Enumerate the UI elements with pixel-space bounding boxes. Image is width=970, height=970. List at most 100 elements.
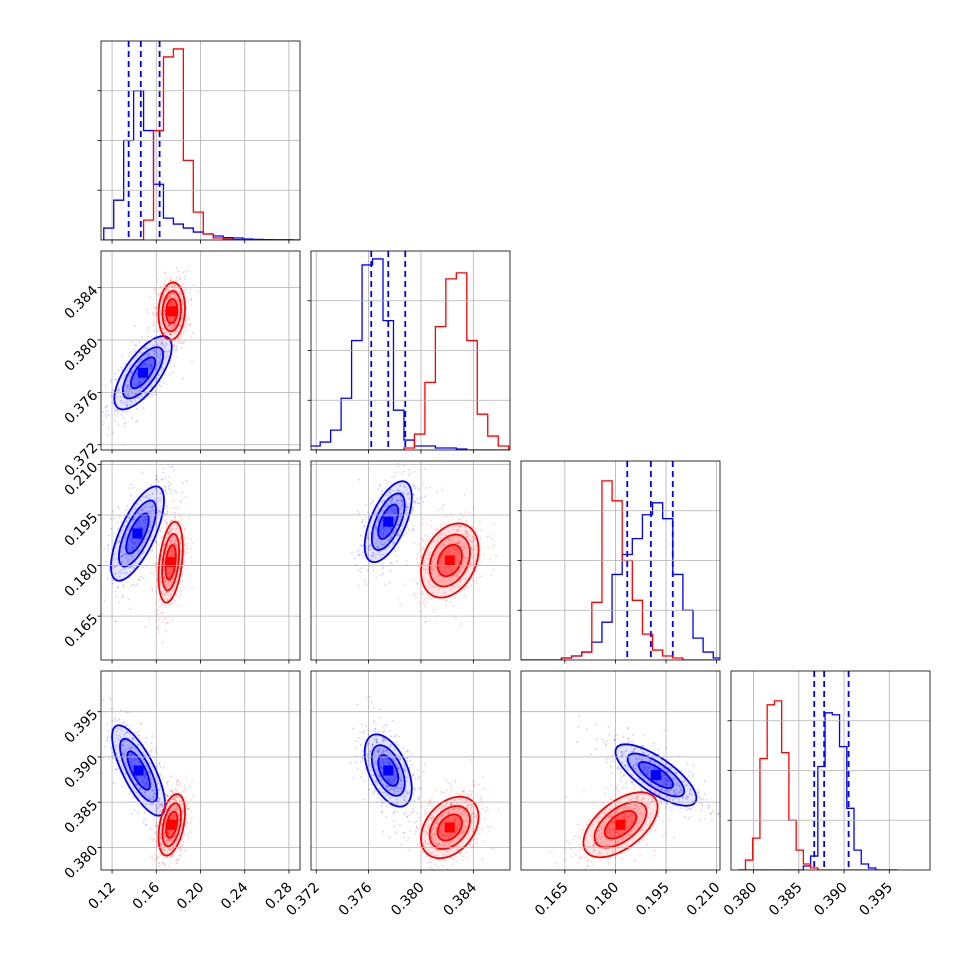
scatter-point <box>368 544 371 547</box>
scatter-point <box>172 797 174 800</box>
scatter-point <box>168 790 171 792</box>
scatter-point <box>155 751 158 754</box>
scatter-point <box>159 831 162 834</box>
scatter-point <box>158 807 160 809</box>
scatter-point <box>191 331 194 334</box>
scatter-point <box>399 758 402 760</box>
scatter-point <box>404 485 406 488</box>
scatter-point <box>129 364 132 367</box>
scatter-point <box>163 577 166 580</box>
scatter-point <box>183 528 185 530</box>
scatter-point <box>462 515 465 518</box>
scatter-point <box>155 377 158 380</box>
scatter-point <box>168 324 171 327</box>
scatter-point <box>188 317 191 320</box>
scatter-point <box>440 554 443 557</box>
scatter-point <box>467 807 469 810</box>
scatter-point <box>376 751 379 753</box>
scatter-point <box>126 369 129 372</box>
scatter-point <box>379 515 382 518</box>
scatter-point <box>120 759 122 762</box>
scatter-point <box>462 858 465 861</box>
scatter-point <box>114 409 117 411</box>
scatter-point <box>135 539 138 542</box>
scatter-point <box>151 586 154 589</box>
scatter-point <box>167 317 170 319</box>
scatter-point <box>392 802 395 805</box>
scatter-point <box>130 566 133 569</box>
scatter-point <box>377 546 379 549</box>
scatter-point <box>161 861 164 864</box>
scatter-point <box>360 761 362 763</box>
scatter-point <box>168 324 171 327</box>
scatter-point <box>376 545 379 548</box>
scatter-point <box>383 499 386 502</box>
scatter-point <box>182 586 185 589</box>
scatter-point <box>465 596 468 599</box>
scatter-point <box>169 848 172 851</box>
scatter-point <box>149 797 152 800</box>
scatter-point <box>126 736 129 739</box>
scatter-point <box>178 324 181 327</box>
scatter-point <box>372 551 375 554</box>
scatter-point <box>173 584 176 587</box>
scatter-point <box>175 782 178 784</box>
scatter-point <box>127 550 130 553</box>
scatter-point <box>379 550 381 553</box>
scatter-point <box>175 839 178 842</box>
scatter-point <box>133 759 136 761</box>
scatter-point <box>141 780 144 783</box>
scatter-point <box>422 567 425 570</box>
scatter-point <box>458 838 460 840</box>
scatter-point <box>140 791 143 794</box>
scatter-point <box>417 769 420 772</box>
scatter-point <box>487 546 490 549</box>
scatter-point <box>189 323 192 325</box>
scatter-point <box>361 521 364 524</box>
scatter-point <box>141 552 144 555</box>
scatter-point <box>173 804 176 806</box>
scatter-point <box>135 792 138 794</box>
scatter-point <box>442 791 445 794</box>
scatter-point <box>396 499 399 502</box>
scatter-point <box>178 596 181 598</box>
scatter-point <box>179 341 182 343</box>
scatter-point <box>403 831 406 834</box>
scatter-point <box>422 602 425 605</box>
scatter-point <box>170 519 173 522</box>
scatter-point <box>106 410 109 412</box>
scatter-point <box>435 854 438 857</box>
scatter-point <box>393 780 396 783</box>
scatter-point <box>162 612 165 615</box>
scatter-point <box>161 848 164 850</box>
scatter-point <box>175 322 177 325</box>
scatter-point <box>162 621 164 624</box>
scatter-point <box>393 512 395 515</box>
scatter-point <box>114 717 117 720</box>
scatter-point <box>146 384 148 386</box>
scatter-point <box>359 543 362 546</box>
scatter-point <box>461 566 464 569</box>
scatter-point <box>450 570 452 573</box>
scatter-point <box>171 839 174 842</box>
scatter-point <box>360 567 363 570</box>
scatter-point <box>456 559 459 561</box>
scatter-point <box>459 570 461 573</box>
scatter-point <box>163 312 166 315</box>
scatter-point <box>121 402 124 405</box>
scatter-point <box>159 354 162 357</box>
scatter-point <box>383 738 386 741</box>
scatter-point <box>382 731 385 734</box>
scatter-point <box>117 759 120 762</box>
scatter-point <box>462 810 465 813</box>
scatter-point <box>367 518 370 521</box>
scatter-point <box>389 797 392 799</box>
scatter-point <box>167 532 170 535</box>
scatter-point <box>153 510 156 512</box>
scatter-point <box>179 324 182 327</box>
scatter-point <box>357 569 360 572</box>
scatter-point <box>126 383 129 386</box>
scatter-point <box>388 781 391 783</box>
scatter-point <box>430 525 433 528</box>
scatter-point <box>464 577 467 580</box>
